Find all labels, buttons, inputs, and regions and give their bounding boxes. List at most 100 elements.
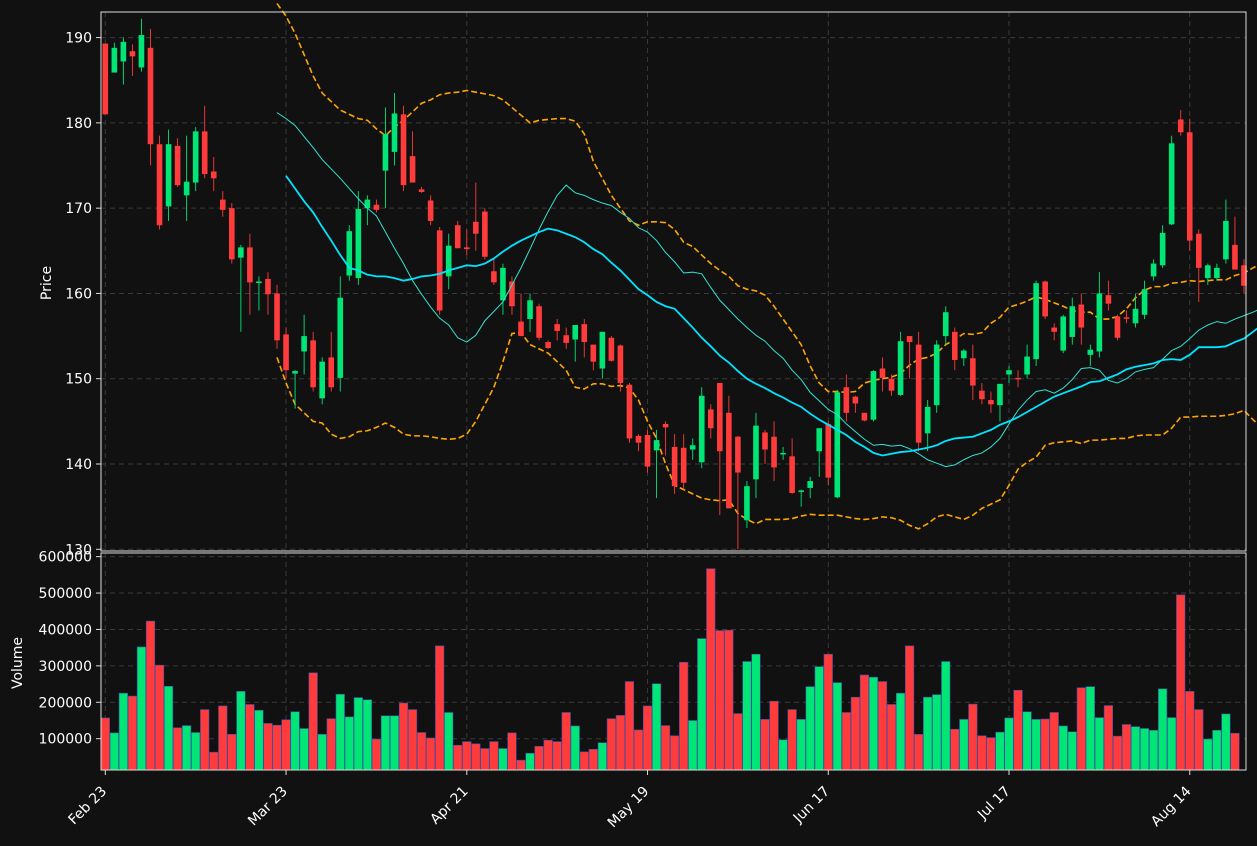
price-axis-label: Price <box>39 266 55 300</box>
candle-up <box>1150 259 1157 281</box>
candle-body <box>608 337 615 361</box>
candle-body <box>1105 295 1112 304</box>
candle-up <box>1159 225 1166 268</box>
volume-bar <box>389 715 400 771</box>
candle-down <box>102 43 109 115</box>
volume-bar <box>914 734 924 771</box>
candle-down <box>129 44 136 76</box>
price-tick-label: 170 <box>65 201 92 217</box>
candle-body <box>653 440 660 451</box>
candle-up <box>753 412 759 499</box>
candle-body <box>771 436 777 468</box>
candle-body <box>400 114 407 186</box>
candle-up <box>1214 263 1220 281</box>
candle-body <box>129 51 136 57</box>
volume-bar <box>742 661 752 771</box>
volume-bar <box>760 719 770 771</box>
candle-down <box>265 272 271 315</box>
candle-up <box>698 387 705 469</box>
candle-body <box>536 306 542 338</box>
candle-body <box>997 383 1003 406</box>
candle-down <box>147 29 154 166</box>
candle-down <box>843 374 850 422</box>
candle-down <box>247 233 253 315</box>
candle-body <box>915 344 922 443</box>
candle-down <box>518 293 524 337</box>
candle-up <box>924 400 931 452</box>
volume-bar <box>1176 594 1186 771</box>
candle-up <box>500 263 506 315</box>
candle-down <box>671 434 678 494</box>
price-tick-label: 140 <box>65 457 92 473</box>
volume-bar <box>1058 725 1068 771</box>
candle-down <box>1105 280 1112 311</box>
candle-up <box>120 37 127 85</box>
volume-bar <box>163 685 174 771</box>
candle-body <box>680 447 687 483</box>
volume-bar <box>543 739 553 771</box>
volume-bar <box>805 686 815 771</box>
candle-down <box>680 434 687 490</box>
volume-axis-label: Volume <box>10 637 26 689</box>
volume-bar <box>733 713 743 771</box>
candle-body <box>418 189 425 192</box>
candle-down <box>373 199 380 213</box>
candle-body <box>391 113 398 152</box>
candle-down <box>400 105 407 192</box>
candle-body <box>834 392 841 498</box>
volume-bar <box>597 742 607 771</box>
candle-body <box>671 446 678 487</box>
candle-up <box>527 293 533 332</box>
volume-bar <box>1130 726 1141 771</box>
volume-bar <box>977 735 987 771</box>
volume-bar <box>154 664 165 771</box>
candle-body <box>265 278 271 295</box>
volume-bar <box>905 645 915 771</box>
volume-bar <box>823 653 833 771</box>
candle-body <box>951 331 958 360</box>
candle-body <box>662 423 669 428</box>
candle-body <box>933 344 940 406</box>
volume-bar <box>326 718 336 771</box>
volume-bar <box>796 719 806 771</box>
volume-bar <box>254 709 264 771</box>
volume-bar <box>941 661 951 771</box>
candle-up <box>256 276 262 311</box>
volume-bar <box>1022 711 1032 771</box>
candle-down <box>626 382 633 443</box>
candle-body <box>1177 119 1184 133</box>
candle-down <box>1123 310 1130 324</box>
candle-body <box>337 297 344 378</box>
volume-bar <box>1031 719 1041 771</box>
volume-tick-label: 500000 <box>39 586 92 602</box>
volume-bar <box>1085 686 1095 771</box>
candle-up <box>355 191 362 285</box>
candle-body <box>518 321 524 337</box>
candle-body <box>852 396 859 404</box>
candle-down <box>852 395 859 413</box>
candle-down <box>771 421 777 482</box>
candle-down <box>861 412 868 422</box>
candle-body <box>1205 265 1211 279</box>
candle-down <box>427 195 434 226</box>
volume-bar <box>1094 717 1104 771</box>
volume-bar <box>715 630 725 771</box>
candle-down <box>274 284 280 349</box>
candle-body <box>328 357 335 388</box>
candle-up <box>301 314 307 375</box>
candlesticks <box>102 18 1247 550</box>
candle-body <box>1078 304 1085 328</box>
volume-bar <box>832 682 842 771</box>
candle-down <box>1042 280 1048 320</box>
candle-body <box>147 47 154 145</box>
volume-bar <box>859 674 870 771</box>
candle-up <box>816 428 823 477</box>
candle-up <box>942 306 949 345</box>
candle-down <box>581 319 588 358</box>
candle-down <box>491 259 497 285</box>
candle-up <box>1141 280 1148 320</box>
candle-up <box>1087 344 1094 366</box>
candle-body <box>102 43 109 115</box>
candle-down <box>879 357 886 392</box>
candle-body <box>988 400 994 405</box>
